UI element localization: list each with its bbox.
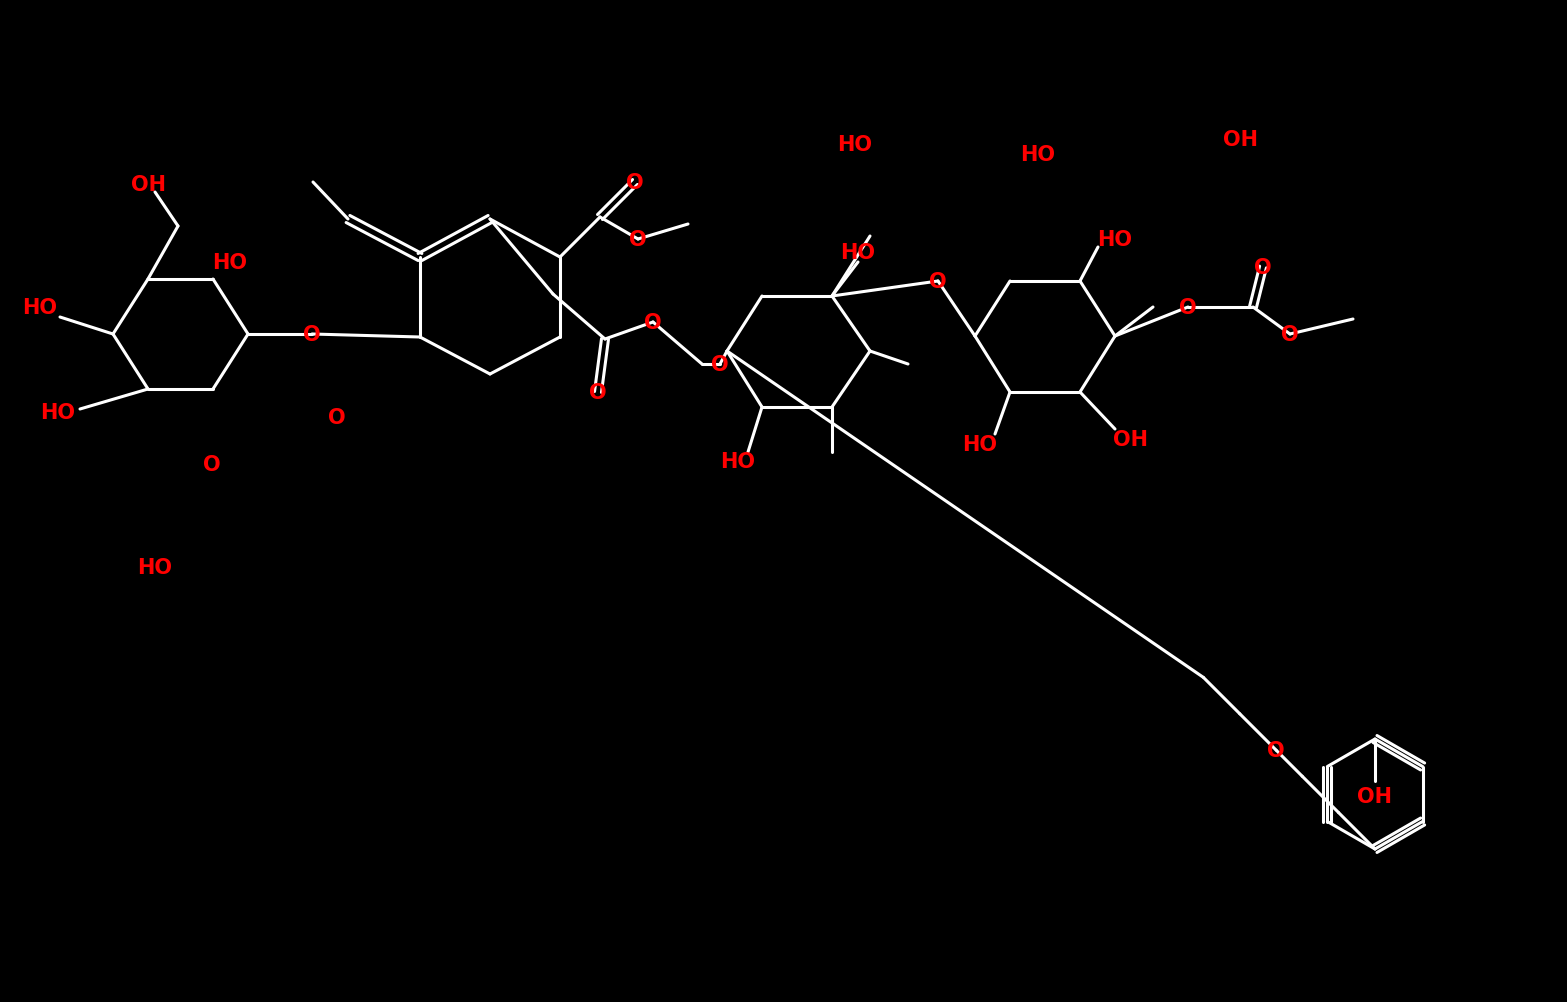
Text: O: O [1268, 740, 1285, 761]
Text: O: O [644, 313, 661, 333]
Text: O: O [1282, 325, 1299, 345]
Text: O: O [711, 355, 729, 375]
Text: O: O [929, 272, 946, 292]
Text: HO: HO [213, 253, 248, 273]
Text: HO: HO [1020, 145, 1056, 165]
Text: HO: HO [138, 557, 172, 577]
Text: O: O [589, 383, 606, 403]
Text: O: O [204, 455, 221, 475]
Text: O: O [1180, 298, 1197, 318]
Text: OH: OH [130, 174, 166, 194]
Text: HO: HO [721, 452, 755, 472]
Text: HO: HO [22, 298, 58, 318]
Text: HO: HO [1097, 229, 1133, 249]
Text: O: O [328, 408, 346, 428]
Text: HO: HO [41, 403, 75, 423]
Text: HO: HO [962, 435, 998, 455]
Text: OH: OH [1222, 130, 1257, 150]
Text: O: O [302, 325, 321, 345]
Text: O: O [627, 172, 644, 192]
Text: OH: OH [1113, 430, 1147, 450]
Text: OH: OH [1357, 787, 1393, 807]
Text: O: O [630, 229, 647, 249]
Text: HO: HO [840, 242, 876, 263]
Text: HO: HO [837, 135, 873, 155]
Text: O: O [1254, 258, 1272, 278]
